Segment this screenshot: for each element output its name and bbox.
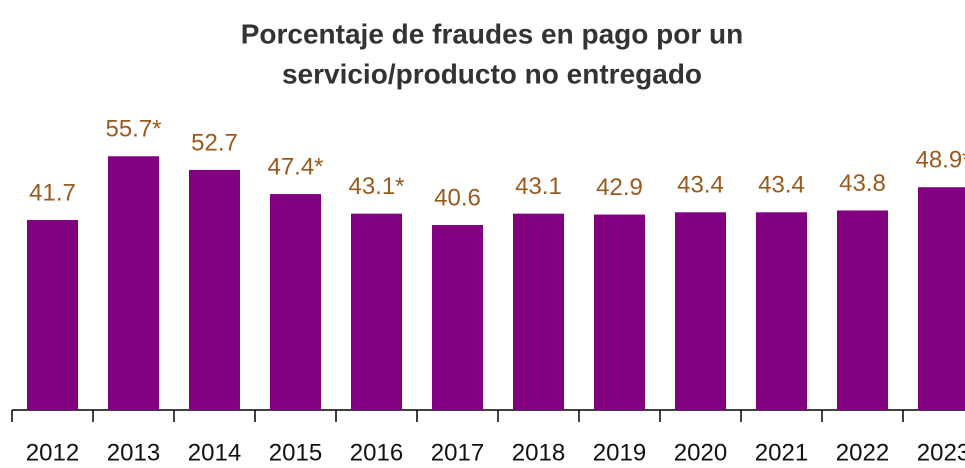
- chart-title: servicio/producto no entregado: [282, 58, 702, 89]
- data-label: 52.7: [191, 129, 238, 156]
- data-label: 43.1*: [348, 173, 404, 200]
- data-label: 43.1: [515, 173, 562, 200]
- x-tick-label: 2017: [431, 439, 484, 466]
- x-tick-label: 2012: [26, 439, 79, 466]
- data-label: 48.9*: [915, 147, 965, 174]
- x-tick-label: 2018: [512, 439, 565, 466]
- bar: [756, 212, 807, 410]
- bar: [108, 156, 159, 410]
- data-label: 40.6: [434, 184, 481, 211]
- data-label: 43.4: [677, 172, 724, 199]
- bar: [270, 194, 321, 410]
- data-label: 47.4*: [267, 153, 323, 180]
- x-tick-label: 2016: [350, 439, 403, 466]
- bar: [432, 225, 483, 410]
- x-tick-label: 2015: [269, 439, 322, 466]
- bar: [594, 214, 645, 410]
- data-label: 43.8: [839, 170, 886, 197]
- bar: [918, 187, 965, 410]
- chart-title: Porcentaje de fraudes en pago por un: [241, 18, 744, 49]
- data-label: 55.7*: [105, 116, 161, 143]
- x-tick-label: 2014: [188, 439, 241, 466]
- bar: [513, 213, 564, 410]
- data-label: 42.9: [596, 174, 643, 201]
- x-tick-label: 2023: [917, 439, 965, 466]
- bar: [27, 220, 78, 410]
- bar: [189, 169, 240, 410]
- x-tick-label: 2019: [593, 439, 646, 466]
- x-tick-label: 2013: [107, 439, 160, 466]
- bar: [837, 210, 888, 410]
- data-label: 41.7: [29, 179, 76, 206]
- bar: [351, 213, 402, 410]
- x-tick-label: 2021: [755, 439, 808, 466]
- bar: [675, 212, 726, 410]
- x-tick-label: 2022: [836, 439, 889, 466]
- x-tick-label: 2020: [674, 439, 727, 466]
- data-label: 43.4: [758, 172, 805, 199]
